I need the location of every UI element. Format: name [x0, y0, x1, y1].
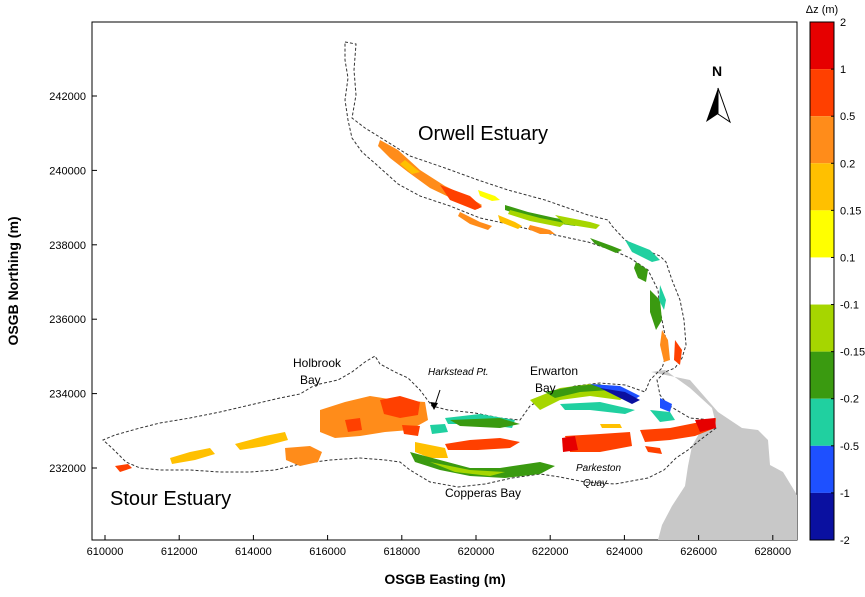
label-erwarton-1: Erwarton: [530, 364, 578, 378]
colorbar-bin: [810, 210, 834, 258]
colorbar-tick-label: -0.15: [840, 347, 865, 359]
colorbar-bin: [810, 257, 834, 305]
colorbar-tick-label: 0.5: [840, 111, 855, 123]
x-tick-label: 614000: [235, 546, 272, 558]
label-erwarton-2: Bay: [535, 381, 556, 395]
label-harkstead: Harkstead Pt.: [428, 367, 489, 378]
x-axis-title: OSGB Easting (m): [384, 571, 505, 587]
label-parkeston-2: Quay: [583, 478, 608, 489]
colorbar-title: Δz (m): [806, 4, 838, 16]
colorbar-bin: [810, 163, 834, 211]
colorbar-bin: [810, 116, 834, 164]
colorbar-tick-label: -0.2: [840, 394, 859, 406]
y-tick-label: 240000: [49, 165, 86, 177]
label-holbrook-1: Holbrook: [293, 356, 342, 370]
x-tick-label: 628000: [754, 546, 791, 558]
label-copperas-bay: Copperas Bay: [445, 486, 521, 500]
colorbar-bin: [810, 304, 834, 352]
north-arrow: N: [706, 63, 731, 124]
colorbar-frame: [809, 21, 835, 541]
x-tick-label: 618000: [383, 546, 420, 558]
colorbar-tick-label: 0.1: [840, 252, 855, 264]
y-tick-label: 238000: [49, 240, 86, 252]
label-parkeston-1: Parkeston: [576, 463, 621, 474]
north-arrow-right-half: [717, 87, 731, 124]
harkstead-arrowhead: [430, 402, 438, 410]
colorbar-tick-label: 2: [840, 17, 846, 29]
label-orwell-estuary: Orwell Estuary: [418, 123, 548, 145]
colorbar-bin: [810, 22, 834, 70]
y-tick-label: 236000: [49, 314, 86, 326]
y-tick-label: 242000: [49, 91, 86, 103]
north-label: N: [712, 63, 722, 79]
x-tick-label: 620000: [458, 546, 495, 558]
colorbar-bottom-label: -2: [840, 535, 850, 547]
colorbar-tick-label: 0.15: [840, 205, 861, 217]
north-arrow-left-half: [706, 88, 718, 122]
x-tick-label: 624000: [606, 546, 643, 558]
y-tick-label: 232000: [49, 463, 86, 475]
colorbar-bin: [810, 351, 834, 399]
colorbar-bin: [810, 492, 834, 540]
colorbar-tick-label: -1: [840, 488, 850, 500]
colorbar-tick-label: 0.2: [840, 158, 855, 170]
x-axis: 610000 612000 614000 616000 618000 620000 6220…: [87, 535, 791, 558]
label-stour-estuary: Stour Estuary: [110, 488, 231, 510]
y-tick-label: 234000: [49, 389, 86, 401]
colorbar-tick-label: 1: [840, 64, 846, 76]
land-mass: [651, 370, 797, 540]
estuary-outline: [102, 41, 717, 488]
x-tick-label: 612000: [161, 546, 198, 558]
x-tick-label: 616000: [309, 546, 346, 558]
colorbar-tick-label: -0.5: [840, 441, 859, 453]
colorbar-tick-label: -0.1: [840, 300, 859, 312]
colorbar-bin: [810, 445, 834, 493]
colorbar-bin: [810, 69, 834, 117]
colorbar: 2 1 0.5 0.2 0.15 0.1 -0.1 -0.15 -0.2 -0.5 -1 -2: [809, 17, 865, 547]
delta-z-patches: [115, 140, 716, 478]
x-tick-label: 622000: [532, 546, 569, 558]
x-tick-label: 610000: [87, 546, 124, 558]
colorbar-bin: [810, 398, 834, 446]
y-axis-title: OSGB Northing (m): [5, 216, 21, 345]
x-tick-label: 626000: [680, 546, 717, 558]
label-holbrook-2: Bay: [300, 373, 321, 387]
y-axis: 232000 234000 236000 238000 240000 242000: [49, 91, 97, 475]
